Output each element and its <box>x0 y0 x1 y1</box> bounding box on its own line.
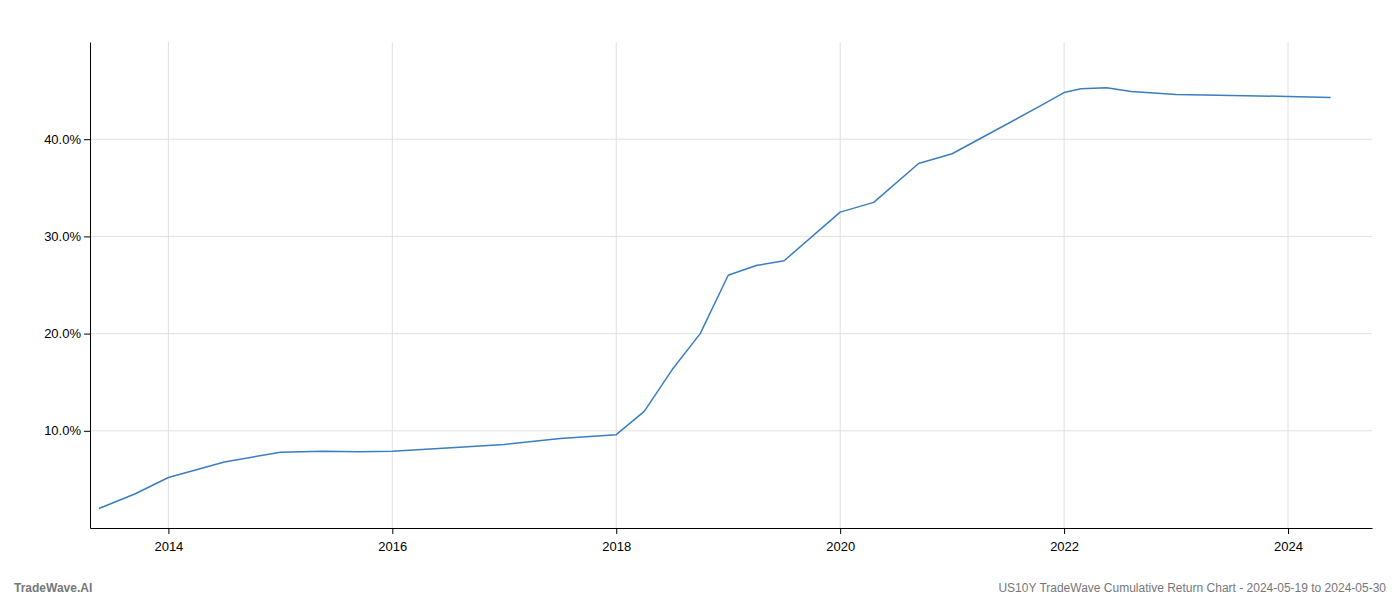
footer-right: US10Y TradeWave Cumulative Return Chart … <box>998 581 1386 595</box>
x-tick-label: 2024 <box>1274 539 1303 554</box>
x-axis: 2014 2016 2018 2020 2022 2024 <box>91 528 1373 554</box>
y-tick-label: 20.0% <box>44 326 81 341</box>
x-tick: 2018 <box>602 528 631 554</box>
y-tick-mark <box>84 334 90 335</box>
y-grid-line <box>90 430 1372 431</box>
chart-svg: 2014 2016 2018 2020 2022 2024 10.0% 20.0% 30.0% 4… <box>0 0 1400 600</box>
y-tick: 40.0% <box>44 132 90 147</box>
x-tick-mark <box>392 528 393 534</box>
y-tick-label: 30.0% <box>44 229 81 244</box>
grid <box>90 42 1372 528</box>
y-axis-line <box>90 43 91 529</box>
y-tick-label: 40.0% <box>44 132 81 147</box>
y-tick-mark <box>84 431 90 432</box>
y-tick: 30.0% <box>44 229 90 244</box>
y-grid-line <box>90 139 1372 140</box>
y-tick: 20.0% <box>44 326 90 341</box>
x-tick-mark <box>1288 528 1289 534</box>
plot-area <box>99 88 1331 509</box>
x-grid-line <box>168 42 169 528</box>
x-axis-line <box>91 528 1373 529</box>
x-tick-label: 2020 <box>826 539 855 554</box>
x-tick-mark <box>840 528 841 534</box>
x-tick-mark <box>168 528 169 534</box>
chart-container: 2014 2016 2018 2020 2022 2024 10.0% 20.0% 30.0% 4… <box>0 0 1400 600</box>
x-tick-mark <box>1064 528 1065 534</box>
x-tick-label: 2016 <box>378 539 407 554</box>
x-tick-label: 2022 <box>1050 539 1079 554</box>
x-grid-line <box>840 42 841 528</box>
x-tick: 2016 <box>378 528 407 554</box>
x-tick-label: 2014 <box>154 539 183 554</box>
y-tick-mark <box>84 139 90 140</box>
y-grid-line <box>90 236 1372 237</box>
x-tick: 2024 <box>1274 528 1303 554</box>
annotations: TradeWave.AI US10Y TradeWave Cumulative R… <box>14 581 1386 595</box>
x-tick-label: 2018 <box>602 539 631 554</box>
x-tick-mark <box>616 528 617 534</box>
y-grid-line <box>90 333 1372 334</box>
y-tick-label: 10.0% <box>44 423 81 438</box>
x-grid-line <box>392 42 393 528</box>
x-tick: 2022 <box>1050 528 1079 554</box>
x-tick: 2014 <box>154 528 183 554</box>
x-grid-line <box>616 42 617 528</box>
y-tick: 10.0% <box>44 423 90 438</box>
x-grid-line <box>1064 42 1065 528</box>
footer-left: TradeWave.AI <box>14 581 92 595</box>
y-tick-mark <box>84 236 90 237</box>
x-grid-line <box>1288 42 1289 528</box>
y-axis: 10.0% 20.0% 30.0% 40.0% <box>44 43 90 529</box>
x-tick: 2020 <box>826 528 855 554</box>
data-line <box>99 88 1331 509</box>
